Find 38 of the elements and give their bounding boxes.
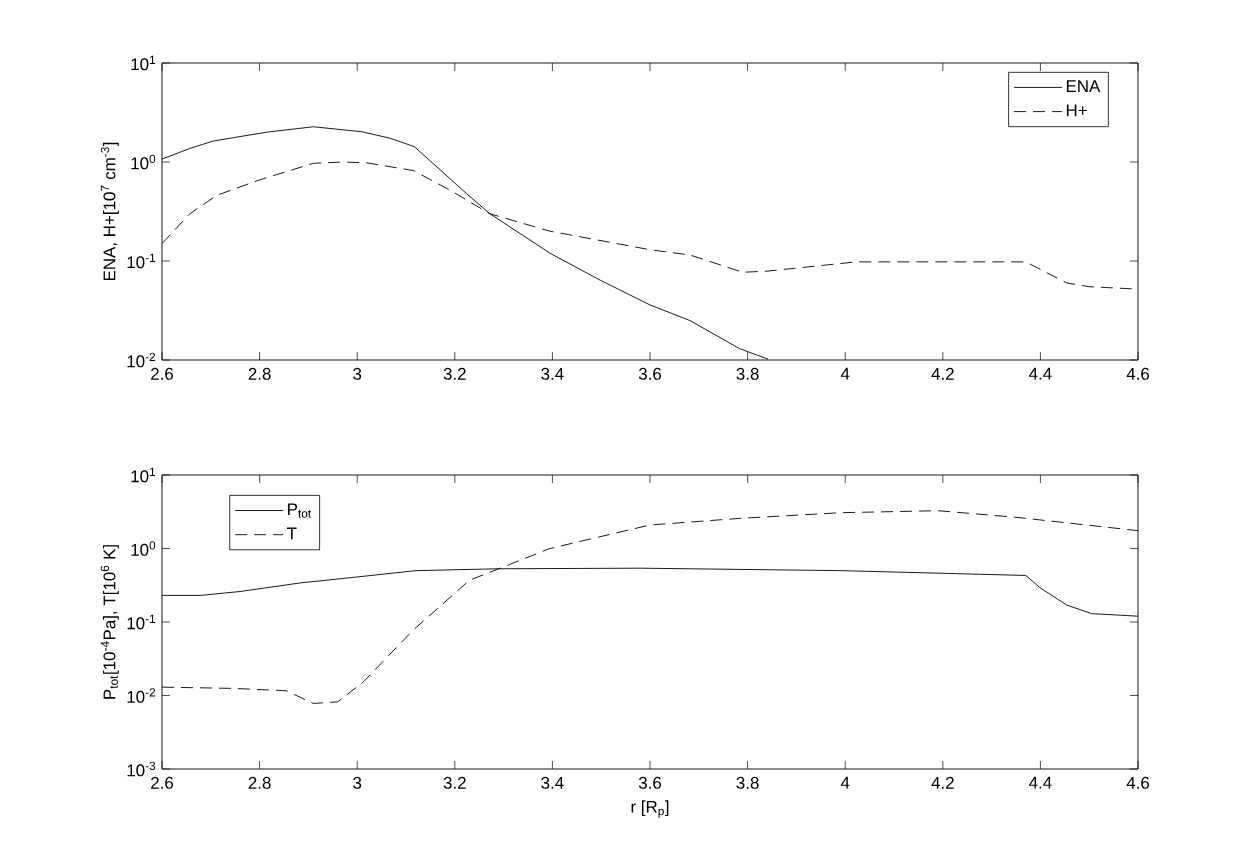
- x-tick-label: 4.4: [1029, 367, 1052, 380]
- x-tick-label: 4.6: [1126, 776, 1150, 789]
- y-tick-label: 10$^{1}$: [131, 55, 156, 71]
- x-tick-label: 3.2: [443, 367, 466, 380]
- legend-label: ENA: [1066, 80, 1101, 92]
- y-tick-label: 10$^{-2}$: [127, 352, 156, 368]
- x-tick-label: 2.8: [248, 367, 271, 380]
- legend-label: T: [287, 527, 297, 540]
- x-tick-label: 4.2: [931, 776, 954, 789]
- x-tick-label: 3.8: [736, 776, 759, 789]
- x-tick-label: 3: [353, 776, 362, 789]
- y-axis-title: P$_{tot}$[10$^{-4}$Pa], T[10$^{6}$ K]: [100, 545, 119, 699]
- x-tick-label: 4: [840, 776, 850, 789]
- x-tick-label: 3.6: [638, 776, 662, 789]
- x-axis-title: r [R$_{p}$]: [631, 800, 669, 818]
- x-tick-label: 3: [353, 367, 362, 380]
- y-tick-label: 10$^{-3}$: [127, 761, 156, 777]
- x-tick-label: 3.2: [443, 776, 466, 789]
- x-tick-label: 3.4: [541, 367, 564, 380]
- y-tick-label: 10$^{-1}$: [127, 253, 156, 269]
- y-tick-label: 10$^{1}$: [131, 467, 156, 483]
- x-tick-label: 2.6: [151, 367, 174, 380]
- legend-label: H+: [1066, 104, 1087, 117]
- x-tick-label: 2.8: [248, 776, 271, 789]
- x-tick-label: 3.6: [638, 367, 662, 380]
- y-axis-title: ENA, H+[10$^{7}$ cm$^{-3}$]: [100, 142, 119, 281]
- x-tick-label: 3.8: [736, 367, 759, 380]
- x-tick-label: 4: [840, 367, 850, 380]
- x-tick-label: 2.6: [151, 776, 174, 789]
- x-tick-label: 4.4: [1029, 776, 1052, 789]
- y-tick-label: 10$^{-2}$: [127, 688, 156, 703]
- y-tick-label: 10$^{0}$: [131, 154, 156, 170]
- y-tick-label: 10$^{0}$: [131, 541, 156, 556]
- legend-label: P$_{tot}$: [288, 503, 312, 518]
- x-tick-label: 4.6: [1126, 367, 1150, 380]
- y-tick-label: 10$^{-1}$: [127, 614, 156, 630]
- x-tick-label: 4.2: [931, 367, 954, 380]
- x-tick-label: 3.4: [541, 776, 564, 789]
